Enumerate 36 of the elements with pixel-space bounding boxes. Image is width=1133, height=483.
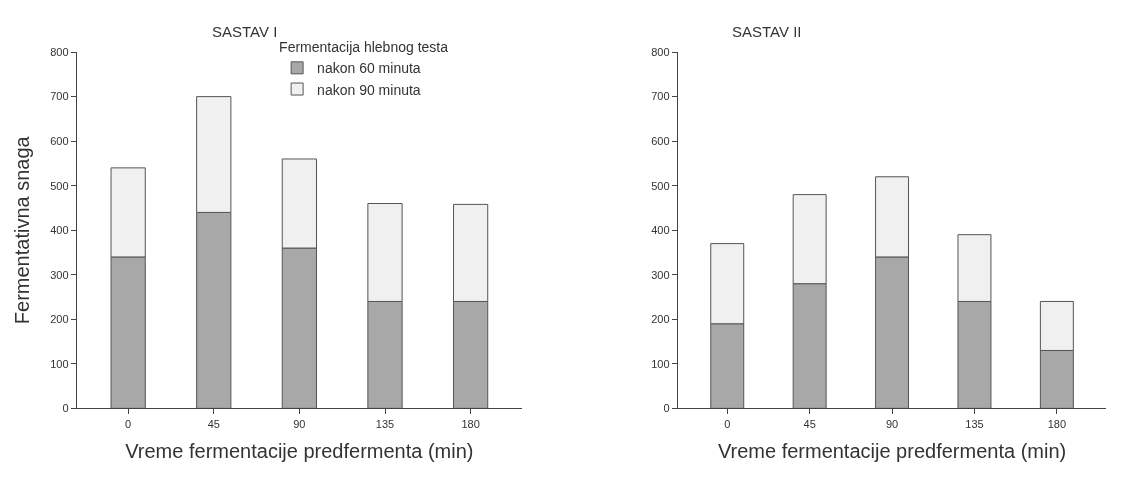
y-tick-label: 500	[50, 179, 69, 192]
y-tick-label: 200	[50, 313, 69, 326]
y-tick-label: 400	[651, 224, 670, 237]
x-tick-label: 0	[125, 417, 132, 430]
y-tick-label: 500	[651, 179, 670, 192]
y-tick-label: 400	[50, 224, 69, 237]
y-tick-label: 800	[651, 45, 670, 58]
x-tick-label: 45	[803, 417, 816, 430]
y-tick-label: 600	[50, 135, 69, 147]
y-tick-label: 700	[50, 90, 69, 103]
x-tick-label: 45	[207, 417, 220, 430]
y-tick-label: 0	[62, 402, 69, 415]
legend-label: nakon 60 minuta	[317, 60, 421, 77]
x-tick-label: 135	[375, 417, 395, 430]
y-axis-title: Fermentativna snaga	[10, 135, 33, 325]
y-tick-label: 200	[651, 313, 670, 326]
y-tick-label: 0	[663, 402, 670, 415]
y-tick-label: 800	[50, 45, 69, 58]
x-axis-title: Vreme fermentacije predfermenta (min)	[125, 440, 474, 463]
chart-title: SASTAV I	[212, 23, 278, 40]
x-tick-label: 90	[885, 417, 899, 430]
y-tick-label: 700	[651, 90, 670, 103]
y-tick-label: 100	[651, 357, 670, 370]
legend-label: nakon 90 minuta	[317, 81, 421, 98]
x-tick-label: 135	[965, 417, 984, 430]
chart-title: SASTAV II	[732, 23, 802, 40]
x-tick-label: 0	[724, 417, 731, 430]
x-tick-label: 90	[293, 417, 306, 430]
y-tick-label: 300	[50, 268, 69, 281]
x-axis-title: Vreme fermentacije predfermenta (min)	[717, 440, 1067, 463]
y-tick-label: 100	[50, 357, 69, 370]
legend-title: Fermentacija hlebnog testa	[279, 39, 449, 56]
x-tick-label: 180	[461, 417, 480, 430]
y-tick-label: 600	[651, 135, 670, 147]
x-tick-label: 180	[1047, 417, 1067, 430]
y-tick-label: 300	[651, 268, 670, 281]
